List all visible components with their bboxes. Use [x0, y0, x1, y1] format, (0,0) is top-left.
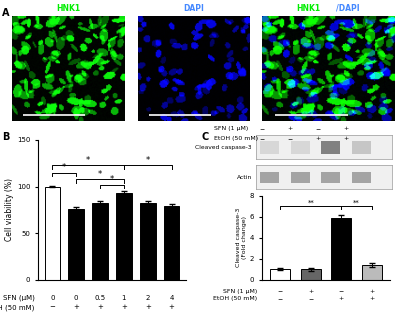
Text: +: +: [343, 136, 349, 141]
Bar: [92, 203, 108, 280]
Bar: [352, 141, 371, 154]
Bar: [362, 265, 382, 280]
Text: 0: 0: [50, 295, 54, 301]
Bar: [116, 193, 132, 280]
Text: +: +: [169, 304, 175, 310]
Text: 0: 0: [74, 295, 78, 301]
Text: **: **: [307, 199, 314, 205]
Text: A: A: [2, 8, 10, 18]
Text: *: *: [86, 156, 90, 165]
Text: SFN (μM): SFN (μM): [2, 295, 34, 301]
Text: +: +: [339, 296, 344, 301]
Bar: [140, 203, 156, 280]
Text: −: −: [49, 304, 55, 310]
Bar: [68, 209, 84, 280]
Text: 4: 4: [170, 295, 174, 301]
Text: **: **: [353, 199, 360, 205]
Text: 2: 2: [146, 295, 150, 301]
Text: HNK1: HNK1: [56, 4, 80, 13]
Text: 1: 1: [122, 295, 126, 301]
Bar: [352, 172, 371, 183]
Text: +: +: [97, 304, 103, 310]
Bar: [44, 187, 60, 280]
Text: +: +: [287, 126, 293, 131]
Text: C: C: [202, 132, 209, 142]
Text: +: +: [308, 289, 313, 294]
Text: *: *: [98, 169, 102, 179]
Bar: [164, 206, 180, 280]
Bar: [291, 172, 310, 183]
Text: +: +: [73, 304, 79, 310]
Text: −: −: [315, 126, 321, 131]
Text: 0.5: 0.5: [94, 295, 106, 301]
Text: −: −: [339, 289, 344, 294]
Text: Actin: Actin: [237, 175, 252, 180]
Text: −: −: [308, 296, 313, 301]
Text: +: +: [369, 289, 374, 294]
Text: *: *: [146, 156, 150, 165]
Text: DAPI: DAPI: [184, 4, 204, 13]
Text: −: −: [287, 136, 293, 141]
Text: +: +: [315, 136, 321, 141]
Bar: [260, 172, 279, 183]
Y-axis label: Cell viability (%): Cell viability (%): [5, 178, 14, 241]
Text: HNK1: HNK1: [296, 4, 320, 13]
Y-axis label: Cleaved caspase-3
(Fold change): Cleaved caspase-3 (Fold change): [236, 208, 247, 267]
Text: +: +: [121, 304, 127, 310]
Text: −: −: [259, 136, 265, 141]
Text: SFN (1 μM): SFN (1 μM): [214, 126, 248, 131]
Text: /DAPI: /DAPI: [336, 4, 360, 13]
Text: −: −: [278, 296, 283, 301]
Text: +: +: [343, 126, 349, 131]
Bar: [331, 218, 351, 280]
Bar: [322, 141, 340, 154]
Text: EtOH (50 mM): EtOH (50 mM): [213, 296, 258, 301]
Bar: [260, 141, 279, 154]
Text: Cleaved caspase-3: Cleaved caspase-3: [196, 145, 252, 149]
Text: +: +: [145, 304, 151, 310]
Text: −: −: [278, 289, 283, 294]
Text: *: *: [62, 163, 66, 172]
Text: EtOH (50 mM): EtOH (50 mM): [0, 304, 34, 311]
Text: SFN (1 μM): SFN (1 μM): [223, 289, 258, 294]
Text: B: B: [2, 132, 9, 142]
Text: +: +: [369, 296, 374, 301]
Text: −: −: [259, 126, 265, 131]
Bar: [322, 172, 340, 183]
Text: *: *: [110, 175, 114, 184]
Bar: [291, 141, 310, 154]
Text: EtOH (50 mM): EtOH (50 mM): [214, 136, 258, 141]
Bar: [270, 269, 290, 280]
Bar: [301, 269, 321, 280]
